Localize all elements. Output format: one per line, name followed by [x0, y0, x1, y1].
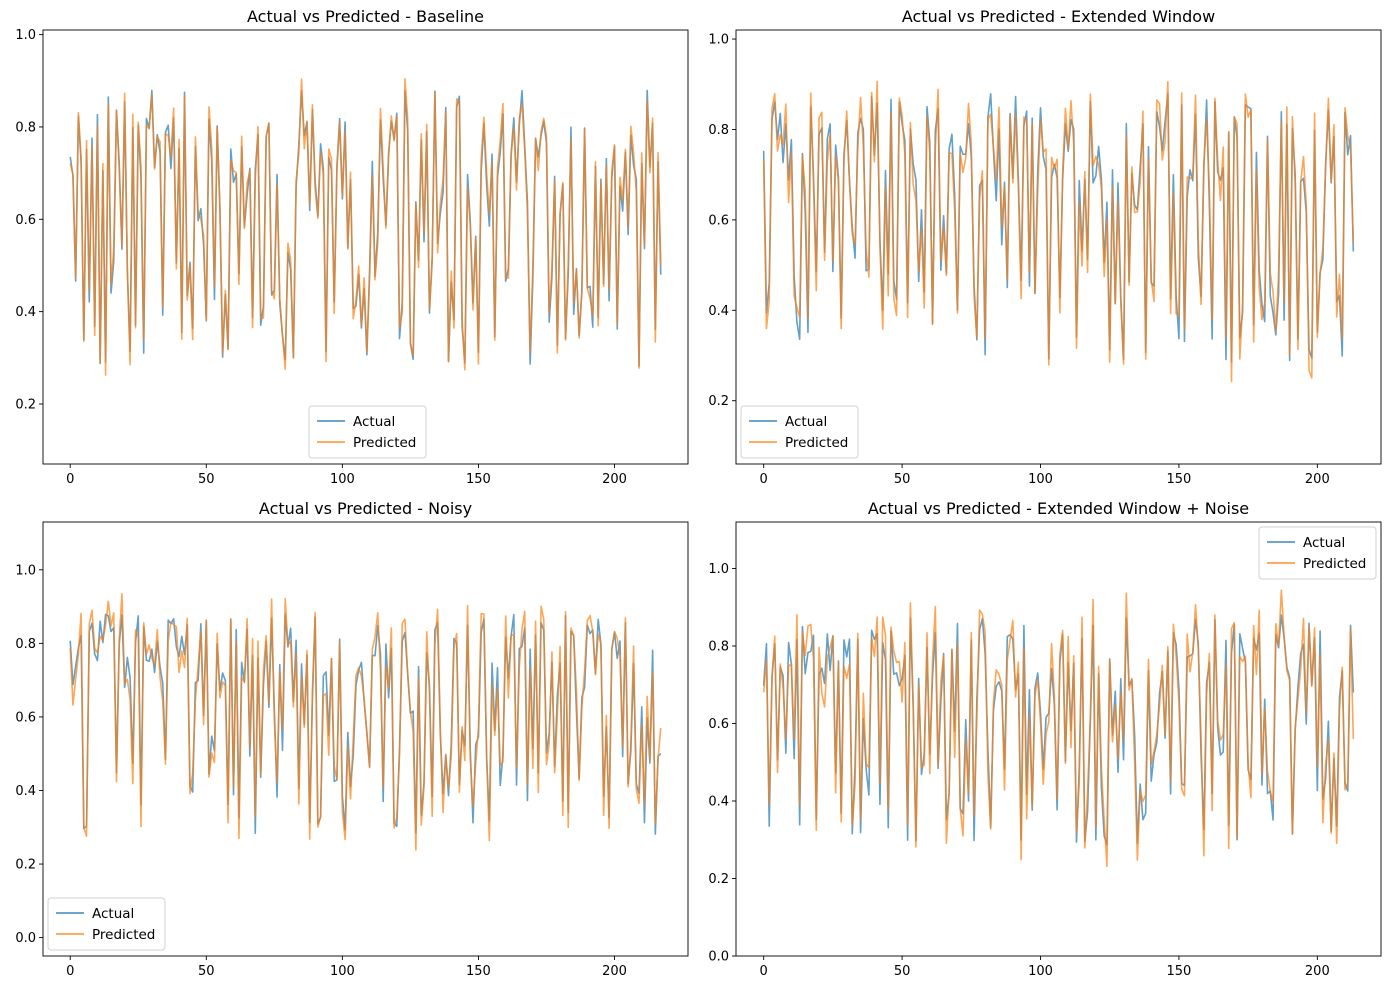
legend-box — [308, 405, 427, 459]
legend-label-actual: Actual — [353, 414, 395, 430]
axes-frame — [42, 29, 689, 465]
y-tick-label: 0.4 — [15, 305, 36, 320]
y-tick-label: 0.8 — [15, 637, 36, 652]
x-tick-label: 100 — [330, 472, 355, 487]
y-tick-label: 0.6 — [15, 710, 36, 725]
legend-box — [740, 405, 859, 459]
legend-label-predicted: Predicted — [92, 927, 155, 943]
x-tick-label: 50 — [198, 472, 215, 487]
legend: Actual Predicted — [1258, 526, 1377, 580]
legend-label-predicted: Predicted — [785, 435, 848, 451]
x-tick-label: 0 — [66, 964, 74, 979]
y-tick-label: 0.2 — [708, 394, 729, 409]
x-tick-label: 0 — [760, 964, 768, 979]
x-tick-label: 200 — [602, 472, 627, 487]
y-tick-label: 0.2 — [15, 397, 36, 412]
x-tick-label: 100 — [1028, 964, 1053, 979]
x-tick-label: 150 — [466, 472, 491, 487]
y-tick-label: 0.4 — [708, 304, 729, 319]
x-tick-label: 50 — [198, 964, 215, 979]
x-tick-label: 200 — [1305, 964, 1330, 979]
x-tick-label: 100 — [1028, 472, 1053, 487]
y-tick-label: 0.4 — [708, 795, 729, 810]
series-line-predicted — [762, 80, 1355, 383]
y-tick-label: 0.6 — [708, 213, 729, 228]
legend-label-predicted: Predicted — [1303, 556, 1366, 572]
chart-panel-4: Actual vs Predicted - Extended Window + … — [708, 499, 1382, 979]
y-tick-label: 1.0 — [708, 562, 729, 577]
x-tick-label: 150 — [1167, 472, 1192, 487]
x-tick-label: 200 — [602, 964, 627, 979]
x-tick-label: 150 — [1167, 964, 1192, 979]
axes-frame — [42, 521, 689, 957]
chart-panel-3: Actual vs Predicted - Noisy 0 50 100 150 200 0… — [15, 499, 689, 979]
chart-title: Actual vs Predicted - Extended Window + … — [868, 499, 1249, 518]
legend-label-actual: Actual — [92, 906, 134, 922]
y-tick-label: 1.0 — [15, 563, 36, 578]
y-tick-label: 0.8 — [15, 120, 36, 135]
y-tick-label: 0.0 — [15, 931, 36, 946]
x-tick-label: 150 — [466, 964, 491, 979]
x-tick-label: 200 — [1305, 472, 1330, 487]
series-line-predicted — [69, 77, 662, 376]
legend: Actual Predicted — [308, 405, 427, 459]
axes-frame — [735, 29, 1382, 465]
y-tick-label: 0.4 — [15, 784, 36, 799]
x-tick-label: 100 — [330, 964, 355, 979]
series-line-predicted — [69, 592, 662, 851]
y-tick-label: 0.6 — [15, 213, 36, 228]
legend-box — [47, 897, 166, 951]
legend: Actual Predicted — [740, 405, 859, 459]
chart-panel-1: Actual vs Predicted - Baseline 0 50 100 150 2… — [15, 7, 689, 487]
y-tick-label: 0.2 — [708, 872, 729, 887]
series-line-predicted — [762, 589, 1355, 868]
x-tick-label: 0 — [760, 472, 768, 487]
y-tick-label: 0.6 — [708, 717, 729, 732]
chart-title: Actual vs Predicted - Extended Window — [902, 7, 1215, 26]
chart-panel-2: Actual vs Predicted - Extended Window 0 50… — [708, 7, 1382, 487]
chart-title: Actual vs Predicted - Baseline — [247, 7, 484, 26]
y-tick-label: 0.8 — [708, 123, 729, 138]
legend-label-actual: Actual — [785, 414, 827, 430]
chart-title: Actual vs Predicted - Noisy — [259, 499, 472, 518]
legend: Actual Predicted — [47, 897, 166, 951]
x-tick-label: 50 — [894, 472, 911, 487]
legend-label-actual: Actual — [1303, 535, 1345, 551]
legend-box — [1258, 526, 1377, 580]
x-tick-label: 0 — [66, 472, 74, 487]
x-tick-label: 50 — [894, 964, 911, 979]
legend-label-predicted: Predicted — [353, 435, 416, 451]
y-tick-label: 1.0 — [15, 28, 36, 43]
y-tick-label: 0.0 — [708, 950, 729, 965]
axes-frame — [735, 521, 1382, 957]
y-tick-label: 0.2 — [15, 858, 36, 873]
y-tick-label: 1.0 — [708, 33, 729, 48]
y-tick-label: 0.8 — [708, 640, 729, 655]
